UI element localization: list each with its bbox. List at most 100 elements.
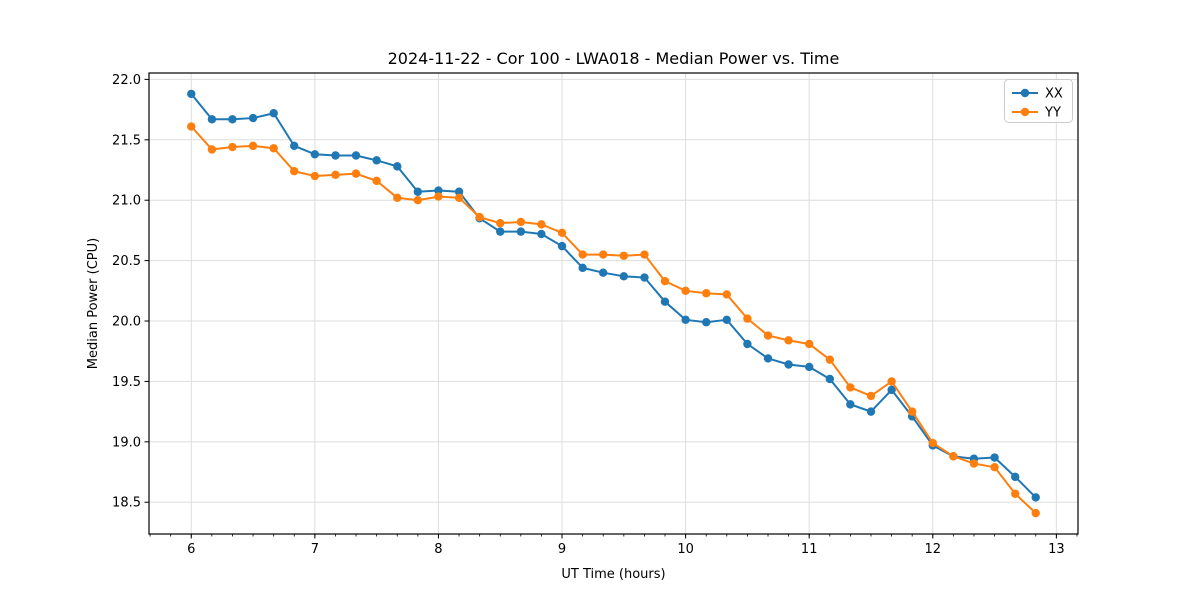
legend-marker-yy-icon	[1020, 107, 1030, 117]
x-tick-label: 7	[311, 542, 319, 557]
x-tick-label: 11	[801, 542, 818, 557]
data-point	[434, 186, 443, 195]
data-point	[516, 217, 526, 227]
data-point	[681, 315, 690, 325]
data-point	[269, 144, 278, 153]
data-point	[990, 462, 999, 472]
x-tick-label: 12	[925, 542, 942, 557]
data-point	[928, 438, 937, 448]
data-point	[681, 286, 690, 296]
data-point	[598, 250, 608, 259]
data-point	[846, 383, 855, 392]
data-point	[187, 89, 196, 99]
data-point	[743, 314, 752, 323]
data-point	[660, 276, 670, 286]
data-point	[516, 227, 526, 236]
data-point	[804, 339, 814, 349]
data-point	[640, 273, 649, 282]
data-point	[743, 339, 752, 349]
y-axis-title: Median Power (CPU)	[86, 238, 101, 369]
y-tick-labels: 18.5 19.0 19.5 20.0 20.5 21.0 21.5 22.0	[112, 73, 141, 511]
x-tick-label: 8	[434, 542, 442, 557]
data-point	[1011, 489, 1020, 498]
y-tick-label: 21.0	[112, 194, 141, 209]
y-tick-label: 20.0	[112, 315, 141, 330]
data-point	[990, 453, 999, 462]
y-gridlines	[149, 78, 1078, 503]
x-tick-label: 9	[558, 542, 566, 557]
x-gridlines	[190, 73, 1057, 534]
data-point	[207, 115, 217, 124]
data-point	[722, 290, 731, 299]
x-tick-label: 13	[1048, 542, 1065, 557]
data-point	[557, 228, 567, 238]
x-tick-labels: 6 7 8 9 10 11 12 13	[187, 542, 1065, 557]
data-point	[331, 170, 340, 180]
legend-label-xx: XX	[1045, 87, 1063, 102]
legend-marker-xx-icon	[1020, 88, 1030, 98]
data-point	[784, 336, 793, 345]
data-point	[475, 212, 484, 222]
data-point	[372, 156, 381, 165]
data-point	[207, 145, 217, 154]
data-point	[351, 169, 361, 178]
x-axis-title: UT Time (hours)	[561, 567, 665, 582]
x-tick-label: 6	[187, 542, 195, 557]
y-tick-label: 19.0	[112, 435, 141, 450]
data-point	[804, 362, 814, 372]
data-point	[372, 176, 381, 186]
data-point	[763, 354, 773, 363]
series-line-yy	[190, 125, 1037, 514]
data-point	[969, 459, 979, 468]
data-point	[248, 141, 258, 151]
data-point	[640, 250, 649, 259]
x-tick-label: 10	[677, 542, 694, 557]
y-major-ticks	[144, 78, 149, 503]
y-tick-label: 22.0	[112, 73, 141, 88]
data-point	[496, 227, 505, 236]
y-tick-label: 21.5	[112, 133, 141, 148]
data-point	[537, 220, 546, 229]
data-point	[557, 241, 567, 251]
data-point	[393, 193, 402, 202]
data-point	[866, 391, 876, 401]
data-point	[454, 187, 464, 196]
data-point	[763, 331, 773, 340]
data-point	[866, 407, 876, 416]
data-point	[228, 115, 237, 124]
data-point	[248, 113, 258, 123]
data-point	[1031, 493, 1040, 502]
data-point	[887, 377, 896, 386]
data-point	[290, 141, 299, 151]
chart-title: 2024-11-22 - Cor 100 - LWA018 - Median P…	[388, 49, 840, 68]
data-point	[454, 193, 464, 202]
data-point	[434, 192, 443, 201]
data-point	[537, 229, 546, 239]
data-point	[290, 167, 299, 176]
data-point	[825, 355, 835, 364]
data-point	[496, 218, 505, 228]
y-tick-label: 18.5	[112, 496, 141, 511]
data-point	[351, 151, 361, 160]
data-point	[187, 122, 196, 131]
legend: XX YY	[1004, 79, 1073, 123]
series-yy	[187, 122, 1040, 518]
y-tick-label: 19.5	[112, 375, 141, 390]
data-point	[619, 251, 629, 260]
data-point	[619, 272, 629, 281]
data-point	[331, 151, 340, 160]
x-major-ticks	[190, 534, 1057, 539]
data-point	[722, 315, 731, 325]
legend-entry-yy: YY	[1012, 106, 1061, 121]
data-point	[887, 385, 896, 395]
data-point	[825, 374, 835, 384]
data-point	[310, 150, 320, 159]
data-point	[578, 263, 587, 273]
data-point	[269, 109, 278, 118]
data-point	[413, 187, 423, 196]
data-point	[228, 142, 237, 152]
data-point	[660, 297, 670, 306]
data-point	[784, 360, 793, 369]
